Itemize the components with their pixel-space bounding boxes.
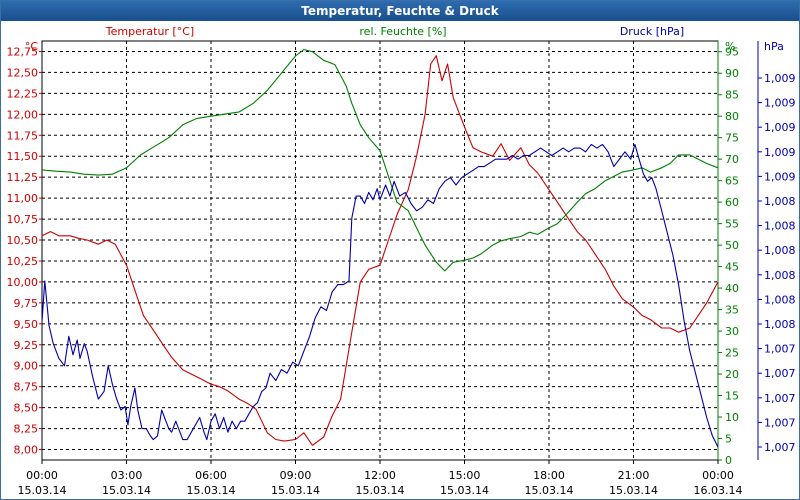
pressure-tick-label: 1,007 — [764, 416, 796, 429]
humidity-tick-label: 30 — [725, 325, 739, 338]
temperature-tick-label: 12,50 — [7, 66, 39, 79]
x-tick-date: 15.03.14 — [271, 484, 320, 497]
temperature-series-line — [41, 55, 719, 446]
x-tick-date: 15.03.14 — [102, 484, 151, 497]
humidity-tick-label: 80 — [725, 110, 739, 123]
pressure-tick-label: 1,008 — [764, 293, 796, 306]
humidity-tick-label: 35 — [725, 304, 739, 317]
temperature-tick-label: 10,25 — [7, 255, 39, 268]
x-tick-time: 00:00 — [702, 469, 734, 482]
window-title: Temperatur, Feuchte & Druck — [1, 1, 799, 21]
humidity-tick-label: 70 — [725, 153, 739, 166]
temperature-tick-label: 9,25 — [14, 339, 39, 352]
pressure-tick-label: 1,008 — [764, 220, 796, 233]
humidity-tick-label: 60 — [725, 196, 739, 209]
temperature-unit: °C — [25, 40, 39, 53]
x-tick-time: 12:00 — [364, 469, 396, 482]
pressure-tick-label: 1,007 — [764, 392, 796, 405]
pressure-tick-label: 1,008 — [764, 195, 796, 208]
humidity-series-line — [41, 49, 719, 272]
x-tick-time: 06:00 — [195, 469, 227, 482]
pressure-tick-label: 1,009 — [764, 97, 796, 110]
axes — [39, 40, 762, 464]
humidity-tick-label: 90 — [725, 67, 739, 80]
pressure-unit: hPa — [764, 40, 784, 53]
humidity-tick-label: 50 — [725, 239, 739, 252]
pressure-tick-label: 1,009 — [764, 146, 796, 159]
x-tick-date: 15.03.14 — [356, 484, 405, 497]
x-tick-date: 16.03.14 — [694, 484, 743, 497]
temperature-tick-label: 12,25 — [7, 87, 39, 100]
x-tick-time: 21:00 — [618, 469, 650, 482]
humidity-unit: % — [725, 40, 735, 53]
temperature-tick-label: 9,00 — [14, 360, 39, 373]
temperature-tick-label: 10,75 — [7, 213, 39, 226]
temperature-tick-label: 10,00 — [7, 276, 39, 289]
x-tick-date: 15.03.14 — [609, 484, 658, 497]
temperature-tick-label: 9,75 — [14, 297, 39, 310]
temperature-tick-label: 12,75 — [7, 45, 39, 58]
humidity-tick-label: 75 — [725, 132, 739, 145]
temperature-tick-label: 8,50 — [14, 402, 39, 415]
humidity-tick-label: 10 — [725, 411, 739, 424]
x-tick-date: 15.03.14 — [187, 484, 236, 497]
pressure-tick-label: 1,009 — [764, 72, 796, 85]
temperature-tick-label: 9,50 — [14, 318, 39, 331]
x-tick-time: 18:00 — [533, 469, 565, 482]
humidity-tick-label: 45 — [725, 261, 739, 274]
pressure-tick-label: 1,007 — [764, 343, 796, 356]
humidity-tick-label: 0 — [725, 454, 732, 467]
temperature-tick-label: 11,25 — [7, 171, 39, 184]
pressure-label: Druck [hPa] — [620, 25, 684, 38]
humidity-tick-label: 55 — [725, 218, 739, 231]
temperature-label: Temperatur [°C] — [105, 25, 194, 38]
humidity-tick-label: 95 — [725, 46, 739, 59]
temperature-tick-label: 11,50 — [7, 150, 39, 163]
pressure-tick-label: 1,007 — [764, 441, 796, 454]
x-tick-date: 15.03.14 — [525, 484, 574, 497]
humidity-tick-label: 15 — [725, 390, 739, 403]
series-lines — [41, 49, 719, 448]
humidity-tick-label: 65 — [725, 175, 739, 188]
pressure-tick-label: 1,007 — [764, 367, 796, 380]
humidity-tick-label: 20 — [725, 368, 739, 381]
x-tick-time: 09:00 — [280, 469, 312, 482]
pressure-series-line — [41, 143, 719, 448]
axis-labels: 8,00 8,25 8,50 8,75 9,00 9,25 9,50 9,75 10,00 10,… — [7, 25, 796, 497]
grid — [42, 41, 718, 460]
x-tick-date: 15.03.14 — [440, 484, 489, 497]
humidity-tick-label: 5 — [725, 433, 732, 446]
x-tick-date: 15.03.14 — [18, 484, 67, 497]
pressure-tick-label: 1,008 — [764, 318, 796, 331]
humidity-tick-label: 85 — [725, 89, 739, 102]
temperature-tick-label: 11,75 — [7, 129, 39, 142]
x-tick-time: 00:00 — [26, 469, 58, 482]
humidity-tick-label: 40 — [725, 282, 739, 295]
temperature-tick-label: 12,00 — [7, 108, 39, 121]
x-tick-time: 15:00 — [449, 469, 481, 482]
pressure-tick-label: 1,008 — [764, 244, 796, 257]
humidity-label: rel. Feuchte [%] — [359, 25, 446, 38]
temperature-tick-label: 10,50 — [7, 234, 39, 247]
humidity-tick-label: 25 — [725, 347, 739, 360]
temperature-tick-label: 11,00 — [7, 192, 39, 205]
temperature-tick-label: 8,75 — [14, 381, 39, 394]
pressure-tick-label: 1,009 — [764, 121, 796, 134]
pressure-tick-label: 1,009 — [764, 170, 796, 183]
pressure-tick-label: 1,008 — [764, 269, 796, 282]
temperature-tick-label: 8,00 — [14, 444, 39, 457]
x-tick-time: 03:00 — [111, 469, 143, 482]
temperature-tick-label: 8,25 — [14, 423, 39, 436]
